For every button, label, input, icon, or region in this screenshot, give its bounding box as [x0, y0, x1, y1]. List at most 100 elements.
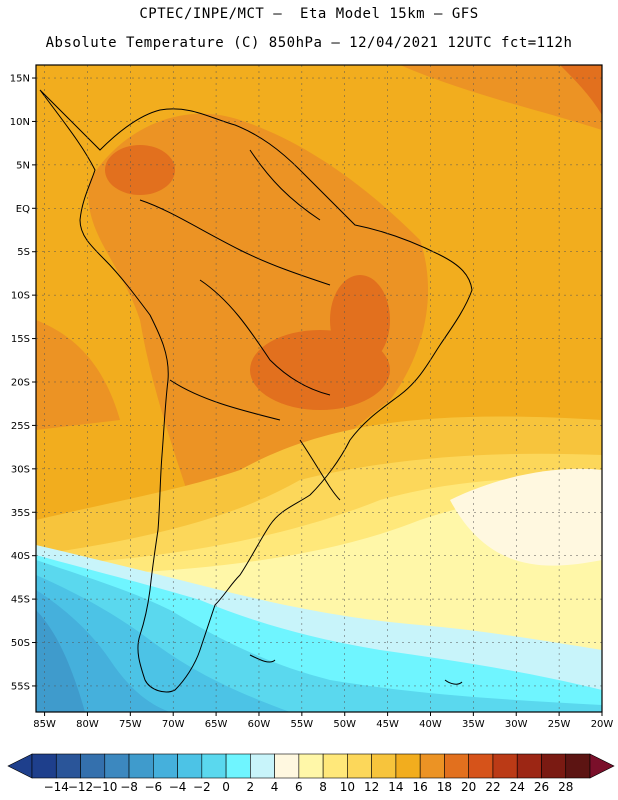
graticule: [36, 65, 603, 712]
south-georgia: [444, 679, 463, 685]
colorbar-swatch: [565, 753, 591, 779]
lon-label: 80W: [76, 719, 99, 730]
south-america-outline: [39, 89, 473, 693]
colorbar-label: 28: [558, 780, 573, 794]
colorbar-swatch: [395, 753, 421, 779]
colorbar-swatch: [541, 753, 567, 779]
colorbar-label: 8: [319, 780, 327, 794]
colorbar-swatch: [347, 753, 372, 779]
field-ne-warm: [400, 65, 602, 130]
colorbar-swatch: [31, 753, 57, 779]
lon-label: 50W: [333, 719, 356, 730]
lat-label: 10N: [10, 117, 30, 128]
lat-label: 5N: [16, 160, 30, 171]
lon-label: 85W: [33, 719, 56, 730]
border-1: [139, 199, 331, 286]
lat-label: 10S: [11, 291, 30, 302]
colorbar-label: −14: [44, 780, 69, 794]
colorbar-label: 0: [222, 780, 230, 794]
colorbar: −14−12−10 −8 −6 −4 −2 0 2 4 6 8 10 12 14 16 18 20 22 24 26…: [7, 753, 615, 794]
band-m6: [36, 610, 85, 712]
colorbar-label: 6: [295, 780, 303, 794]
colorbar-swatch: [201, 753, 227, 779]
colorbar-label: 16: [413, 780, 428, 794]
colorbar-label: 10: [340, 780, 355, 794]
lon-label: 45W: [376, 719, 399, 730]
colorbar-swatch: [298, 753, 324, 779]
colorbar-swatch: [322, 753, 348, 779]
map-border: [35, 64, 603, 713]
colorbar-label: −4: [169, 780, 187, 794]
lon-label: 55W: [291, 719, 314, 730]
colorbar-label: −8: [120, 780, 138, 794]
colorbar-swatch: [274, 753, 300, 779]
colorbar-swatch: [419, 753, 445, 779]
colorbar-swatch: [177, 753, 203, 779]
lat-label: 40S: [11, 551, 30, 562]
colorbar-swatch: [468, 753, 494, 779]
colorbar-swatch: [516, 753, 542, 779]
lon-label: 25W: [548, 719, 571, 730]
lon-label: 20W: [591, 719, 614, 730]
colorbar-label: 22: [485, 780, 500, 794]
border-4: [169, 379, 281, 421]
lon-label: 75W: [119, 719, 142, 730]
lat-label: EQ: [16, 204, 30, 215]
lat-label: 55S: [11, 681, 30, 692]
colorbar-label: 18: [437, 780, 452, 794]
chart-title: CPTEC/INPE/MCT – Eta Model 15km – GFS: [139, 6, 479, 22]
colorbar-swatch: [128, 753, 154, 779]
field-pacific-warm: [36, 320, 120, 430]
colorbar-swatch: [444, 753, 469, 779]
colorbar-label: 26: [534, 780, 549, 794]
lat-label: 5S: [17, 247, 30, 258]
border-3: [249, 149, 321, 221]
colorbar-label: 4: [271, 780, 279, 794]
colorbar-label: 20: [461, 780, 476, 794]
colorbar-swatch: [80, 753, 106, 779]
field-ne-hot: [560, 65, 602, 115]
lat-label: 20S: [11, 377, 30, 388]
lat-label: 25S: [11, 421, 30, 432]
falklands: [249, 654, 276, 663]
colorbar-swatch: [371, 753, 397, 779]
lat-label: 35S: [11, 508, 30, 519]
lon-label: 40W: [419, 719, 442, 730]
border-5: [299, 439, 341, 501]
colorbar-swatch: [250, 753, 275, 779]
lon-label: 60W: [248, 719, 271, 730]
colorbar-label: −6: [144, 780, 162, 794]
colorbar-label: 12: [364, 780, 379, 794]
border-2: [199, 279, 331, 396]
lon-label: 35W: [462, 719, 485, 730]
latitude-labels: 15N 10N 5N EQ 5S 10S 15S 20S 25S 30S 35S 40S 45S 50S 5…: [10, 74, 36, 692]
colorbar-label: −2: [193, 780, 211, 794]
lon-label: 70W: [162, 719, 185, 730]
lat-label: 50S: [11, 638, 30, 649]
longitude-labels: 85W 80W 75W 70W 65W 60W 55W 50W 45W 40W 35W 30W 25W 2…: [33, 712, 613, 730]
lat-label: 15S: [11, 334, 30, 345]
lat-label: 45S: [11, 595, 30, 606]
temperature-field: [36, 65, 602, 712]
lat-label: 15N: [10, 74, 30, 85]
colorbar-swatch: [225, 753, 251, 779]
colorbar-swatch: [55, 753, 81, 779]
lat-label: 30S: [11, 464, 30, 475]
lon-label: 65W: [205, 719, 228, 730]
field-hot-core-3: [105, 145, 175, 195]
lon-label: 30W: [505, 719, 528, 730]
colorbar-swatch: [153, 753, 178, 779]
colorbar-label: 2: [247, 780, 255, 794]
chart-subtitle: Absolute Temperature (C) 850hPa – 12/04/…: [45, 35, 573, 51]
colorbar-label: 24: [510, 780, 525, 794]
field-hot-core-2: [330, 275, 390, 365]
colorbar-over-arrow: [589, 753, 615, 779]
colorbar-label: −12: [68, 780, 93, 794]
colorbar-label: −10: [92, 780, 117, 794]
colorbar-swatch: [104, 753, 130, 779]
colorbar-label: 14: [388, 780, 403, 794]
colorbar-under-arrow: [7, 753, 33, 779]
colorbar-swatch: [492, 753, 518, 779]
coastlines: [39, 89, 473, 693]
